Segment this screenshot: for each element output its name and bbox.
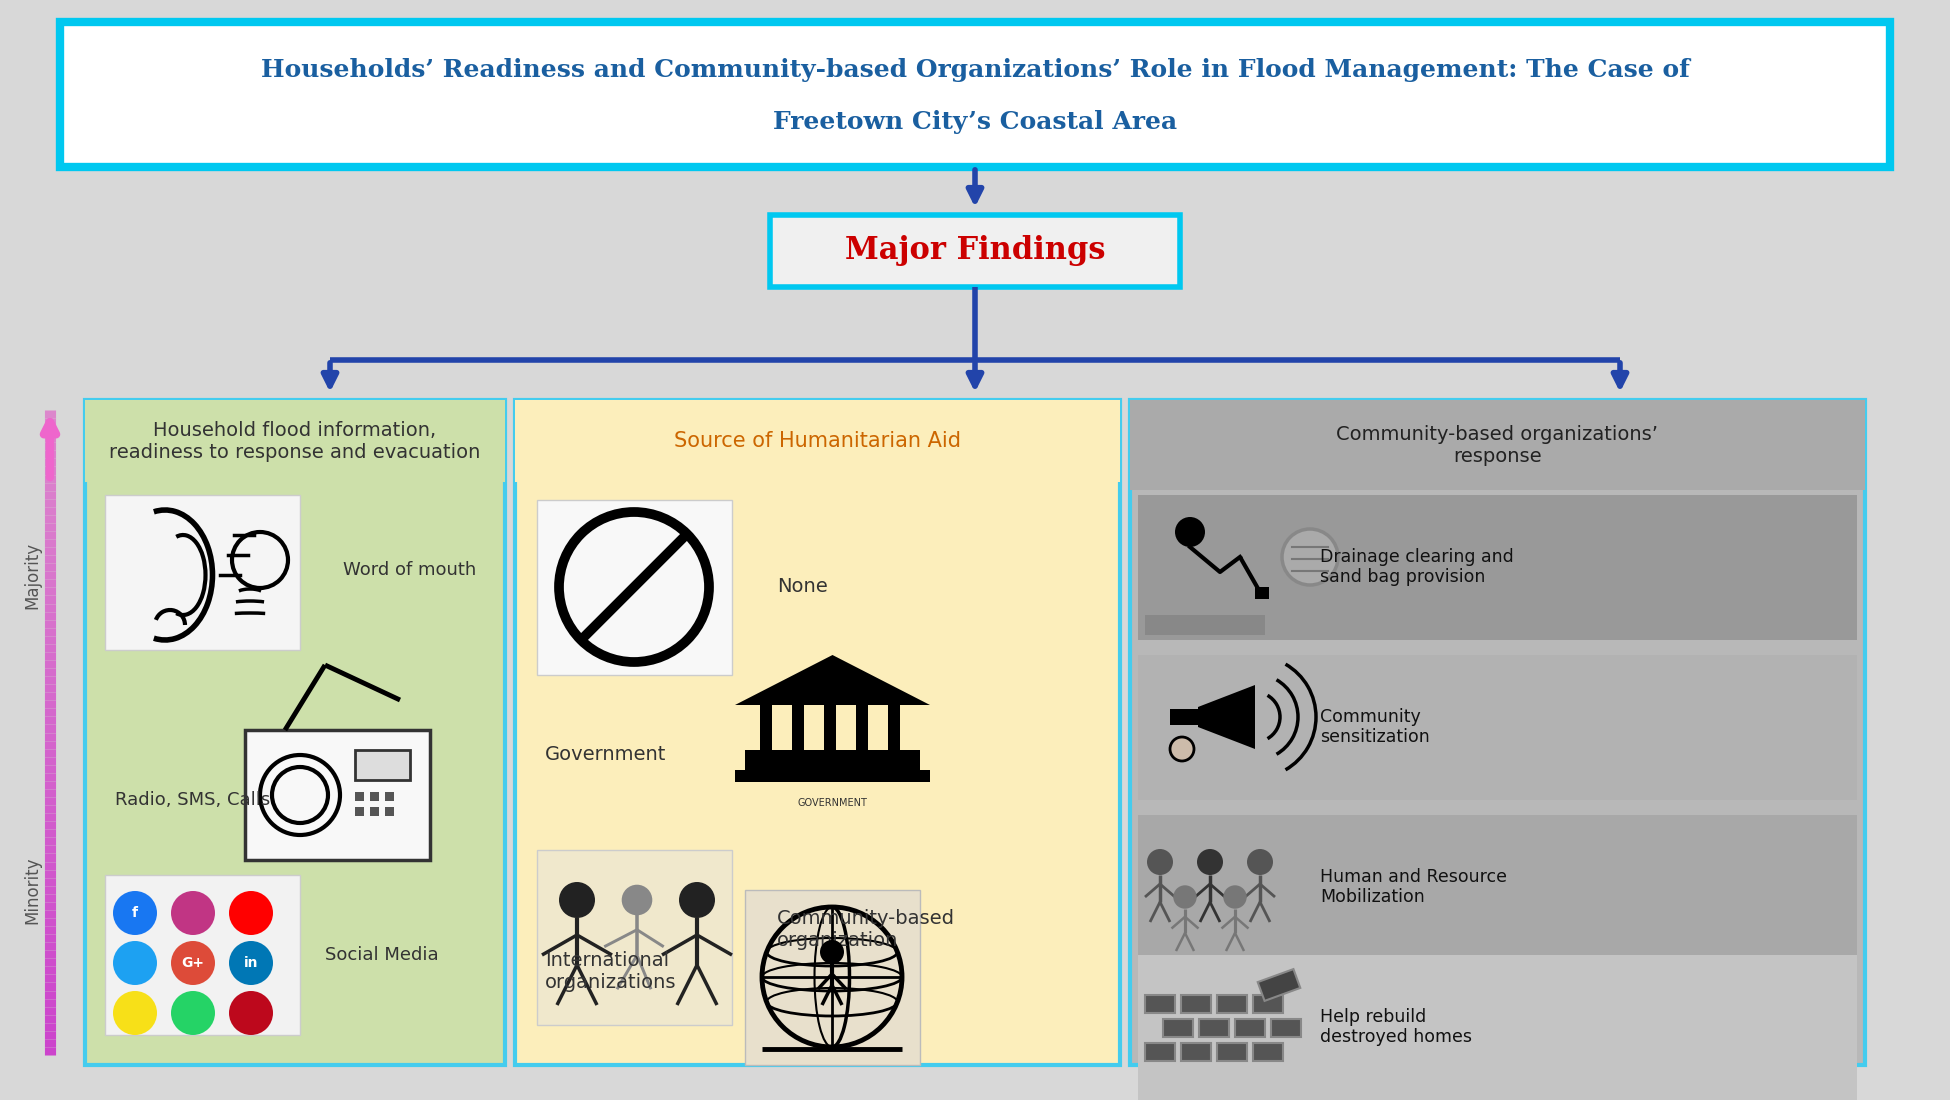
Bar xyxy=(86,400,505,482)
Circle shape xyxy=(172,891,214,935)
Text: Community-based
organization: Community-based organization xyxy=(776,910,956,950)
Bar xyxy=(246,730,431,860)
Circle shape xyxy=(1174,886,1197,909)
Text: Radio, SMS, Calls: Radio, SMS, Calls xyxy=(115,791,271,808)
Bar xyxy=(1234,1019,1266,1037)
Bar xyxy=(1139,495,1856,640)
Text: Community-based organizations’
response: Community-based organizations’ response xyxy=(1336,425,1659,465)
Text: G+: G+ xyxy=(181,956,205,970)
Bar xyxy=(384,792,394,801)
Text: Source of Humanitarian Aid: Source of Humanitarian Aid xyxy=(675,431,961,451)
Text: Social Media: Social Media xyxy=(326,946,439,964)
Bar xyxy=(1139,815,1856,960)
Bar xyxy=(60,22,1890,167)
Circle shape xyxy=(228,940,273,984)
Bar xyxy=(515,400,1119,482)
Bar xyxy=(1129,400,1864,490)
Circle shape xyxy=(679,882,716,918)
Bar xyxy=(1258,969,1301,1001)
Circle shape xyxy=(113,940,158,984)
Text: Human and Resource
Mobilization: Human and Resource Mobilization xyxy=(1320,868,1507,906)
Bar xyxy=(1162,1019,1193,1037)
Circle shape xyxy=(228,991,273,1035)
Text: Help rebuild
destroyed homes: Help rebuild destroyed homes xyxy=(1320,1008,1472,1046)
Circle shape xyxy=(113,891,158,935)
Circle shape xyxy=(113,991,158,1035)
Circle shape xyxy=(560,882,595,918)
Bar xyxy=(515,400,1119,1065)
Bar xyxy=(105,495,300,650)
Bar xyxy=(1129,400,1864,1065)
Bar xyxy=(856,705,868,755)
Circle shape xyxy=(622,884,653,915)
Bar xyxy=(735,770,930,782)
Bar xyxy=(384,807,394,816)
Text: Drainage clearing and
sand bag provision: Drainage clearing and sand bag provision xyxy=(1320,548,1513,586)
Circle shape xyxy=(172,940,214,984)
Text: Government: Government xyxy=(544,746,667,764)
Polygon shape xyxy=(735,654,930,705)
Bar xyxy=(887,705,901,755)
Bar xyxy=(1182,996,1211,1013)
Bar xyxy=(355,807,365,816)
Bar xyxy=(770,214,1180,287)
Circle shape xyxy=(1246,849,1273,875)
Polygon shape xyxy=(1197,685,1256,749)
Circle shape xyxy=(1223,886,1246,909)
Bar xyxy=(355,792,365,801)
Text: Household flood information,
readiness to response and evacuation: Household flood information, readiness t… xyxy=(109,420,482,462)
Bar xyxy=(1271,1019,1301,1037)
Bar xyxy=(355,750,410,780)
Bar xyxy=(1145,996,1176,1013)
Bar xyxy=(1139,955,1856,1100)
Circle shape xyxy=(172,991,214,1035)
Bar xyxy=(1254,1043,1283,1062)
Bar xyxy=(1145,615,1266,635)
Bar xyxy=(1217,996,1246,1013)
Bar xyxy=(1256,587,1269,600)
Text: GOVERNMENT: GOVERNMENT xyxy=(798,798,868,808)
Text: in: in xyxy=(244,956,257,970)
Text: Word of mouth: Word of mouth xyxy=(343,561,476,579)
Text: Community
sensitization: Community sensitization xyxy=(1320,707,1429,747)
Bar xyxy=(536,500,731,675)
Text: Minority: Minority xyxy=(23,856,41,924)
Text: Major Findings: Major Findings xyxy=(844,235,1106,266)
Bar xyxy=(1139,654,1856,800)
Circle shape xyxy=(1176,517,1205,547)
Bar xyxy=(1170,710,1197,725)
Bar xyxy=(370,792,378,801)
Circle shape xyxy=(1197,849,1223,875)
Circle shape xyxy=(821,940,844,964)
Circle shape xyxy=(228,891,273,935)
Bar xyxy=(1182,1043,1211,1062)
Text: Freetown City’s Coastal Area: Freetown City’s Coastal Area xyxy=(772,110,1178,134)
Bar xyxy=(1145,1043,1176,1062)
Text: Majority: Majority xyxy=(23,541,41,608)
Bar xyxy=(1254,996,1283,1013)
Bar xyxy=(536,850,731,1025)
Circle shape xyxy=(1147,849,1174,875)
Bar xyxy=(370,807,378,816)
Bar xyxy=(825,705,837,755)
Bar xyxy=(745,890,920,1065)
Text: f: f xyxy=(133,906,138,920)
Bar xyxy=(86,400,505,1065)
Bar xyxy=(1217,1043,1246,1062)
Bar xyxy=(760,705,772,755)
Circle shape xyxy=(1281,529,1338,585)
Circle shape xyxy=(1170,737,1193,761)
Text: None: None xyxy=(776,578,827,596)
Text: International
organizations: International organizations xyxy=(544,952,677,992)
Bar xyxy=(1199,1019,1228,1037)
Bar xyxy=(792,705,803,755)
Bar xyxy=(745,750,920,770)
Text: Households’ Readiness and Community-based Organizations’ Role in Flood Managemen: Households’ Readiness and Community-base… xyxy=(261,58,1689,82)
Bar xyxy=(105,874,300,1035)
